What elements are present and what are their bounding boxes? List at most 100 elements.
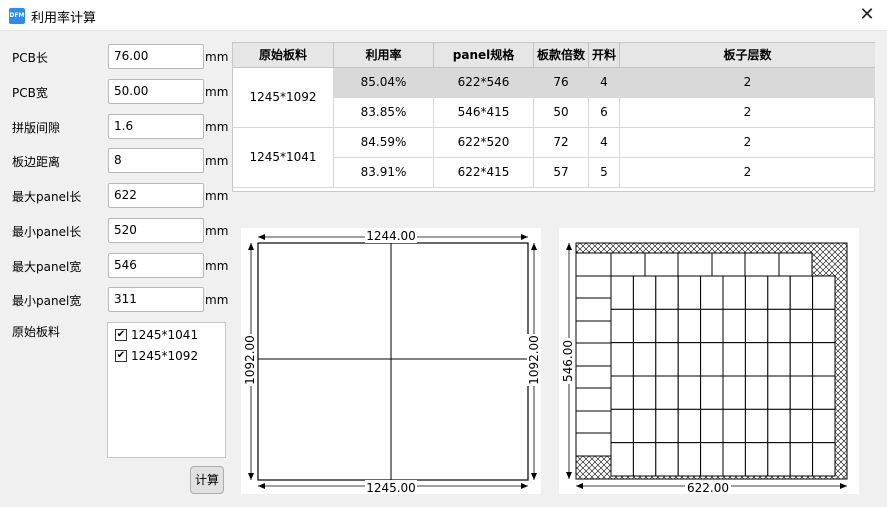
gap-input[interactable]: 1.6 — [108, 114, 204, 139]
board-cell[interactable]: 1245*1092 — [233, 68, 334, 128]
pcb-cell — [644, 252, 679, 277]
calculate-button[interactable]: 计算 — [190, 466, 224, 494]
pcb-cell — [677, 442, 702, 477]
right-dimension-bg — [527, 334, 541, 386]
pcb-cell — [744, 275, 769, 310]
close-button[interactable]: ✕ — [859, 4, 875, 25]
board-cut-svg: 1244.00 1245.00 1092.00 1092.00 — [243, 229, 541, 495]
unit-label: mm — [205, 293, 229, 307]
pcb-cell — [789, 342, 814, 377]
panel-layout-drawing: 622.00 546.00 — [559, 228, 859, 495]
pcb-cell — [632, 408, 657, 444]
pcb-cell — [575, 387, 612, 412]
min-panel-width-input[interactable]: 311 — [108, 287, 204, 312]
unit-label: mm — [205, 120, 229, 134]
column-header[interactable]: 板子层数 — [620, 43, 875, 68]
edge-distance-input[interactable]: 8 — [108, 148, 204, 173]
column-header[interactable]: 原始板料 — [233, 43, 334, 68]
pcb-cell — [677, 275, 702, 310]
bottom-dimension-bg — [365, 480, 417, 493]
pcb-cell — [767, 342, 791, 377]
edge-distance-label: 板边距离 — [12, 155, 61, 169]
pcb-cell — [610, 342, 634, 377]
pcb-cell — [767, 308, 791, 344]
pcb-cell — [655, 375, 679, 410]
pcb-cell — [700, 275, 724, 310]
pcb-cell — [655, 442, 679, 477]
pcb-cell — [677, 408, 702, 444]
pcb-cell — [610, 375, 634, 410]
pcb-cell — [744, 252, 780, 277]
pcb-cell — [610, 442, 634, 477]
pcb-cell — [789, 375, 814, 410]
pcb-cell — [632, 375, 657, 410]
table-row[interactable]: 85.04% 622*546 76 4 2 — [334, 68, 875, 98]
pcb-cell — [789, 442, 814, 477]
gap-label: 拼版间隙 — [12, 121, 61, 135]
pcb-cell — [575, 252, 612, 277]
top-dimension-text: 1244.00 — [366, 229, 416, 243]
pcb-cell — [812, 342, 836, 377]
column-header[interactable]: panel规格 — [434, 43, 534, 68]
pcb-cell — [722, 442, 746, 477]
pcb-cell — [722, 308, 746, 344]
min-panel-length-label: 最小panel长 — [12, 225, 82, 239]
rate-cell: 85.04% — [334, 68, 434, 98]
cuts-cell: 5 — [589, 158, 620, 188]
checkbox-checked-icon[interactable]: ✔ — [115, 329, 127, 341]
table-row[interactable]: 83.85% 546*415 50 6 2 — [334, 98, 875, 128]
pcb-cell — [778, 252, 813, 277]
pcb-cell — [700, 408, 724, 444]
pcb-cell — [744, 375, 769, 410]
unit-label: mm — [205, 189, 229, 203]
height-dimension-text: 546.00 — [561, 340, 575, 382]
pcb-cell — [677, 308, 702, 344]
column-header[interactable]: 开料 — [589, 43, 620, 68]
pcb-cell — [767, 408, 791, 444]
window-title: 利用率计算 — [31, 11, 97, 26]
pcb-cell — [632, 308, 657, 344]
pcb-length-input[interactable]: 76.00 — [108, 44, 204, 69]
layers-cell: 2 — [743, 135, 752, 149]
unit-label: mm — [205, 154, 229, 168]
max-panel-length-input[interactable]: 622 — [108, 183, 204, 208]
unit-label: mm — [205, 50, 229, 64]
panel-layout-svg: 622.00 546.00 — [561, 242, 848, 495]
panel-cell: 622*546 — [434, 68, 534, 98]
board-item-label: 1245*1041 — [131, 328, 199, 342]
pcb-grid — [575, 252, 836, 477]
results-table[interactable]: 原始板料 利用率 panel规格 板款倍数 开料 板子层数 1245*1092 … — [232, 42, 875, 192]
pcb-cell — [610, 252, 646, 277]
pcb-cell — [655, 342, 679, 377]
panel-cell: 546*415 — [434, 98, 534, 128]
pcb-cell — [789, 308, 814, 344]
checkbox-checked-icon[interactable]: ✔ — [115, 350, 127, 362]
pcb-cell — [632, 275, 657, 310]
pcb-cell — [610, 408, 634, 444]
pcb-cell — [700, 342, 724, 377]
pcb-cell — [722, 375, 746, 410]
pcb-cell — [700, 308, 724, 344]
left-dimension-bg — [243, 334, 257, 386]
pcb-cell — [610, 275, 634, 310]
min-panel-width-label: 最小panel宽 — [12, 294, 82, 308]
table-row[interactable]: 83.91% 622*415 57 5 2 — [334, 158, 875, 188]
pcb-width-input[interactable]: 50.00 — [108, 79, 204, 104]
board-cut-drawing: 1244.00 1245.00 1092.00 1092.00 — [241, 228, 541, 495]
unit-label: mm — [205, 85, 229, 99]
max-panel-width-label: 最大panel宽 — [12, 260, 82, 274]
unit-label: mm — [205, 224, 229, 238]
min-panel-length-input[interactable]: 520 — [108, 218, 204, 243]
table-row[interactable]: 84.59% 622*520 72 4 2 — [334, 128, 875, 158]
column-header[interactable]: 利用率 — [334, 43, 434, 68]
layers-cell: 2 — [743, 75, 752, 89]
app-icon: DFM — [9, 8, 25, 24]
column-header[interactable]: 板款倍数 — [534, 43, 589, 68]
pcb-cell — [812, 442, 836, 477]
board-cell[interactable]: 1245*1041 — [233, 128, 334, 188]
max-panel-width-input[interactable]: 546 — [108, 253, 204, 278]
board-list[interactable]: ✔ 1245*1041 ✔ 1245*1092 — [107, 322, 226, 458]
pcb-cell — [744, 408, 769, 444]
pcb-cell — [722, 408, 746, 444]
pcb-cell — [575, 320, 612, 344]
